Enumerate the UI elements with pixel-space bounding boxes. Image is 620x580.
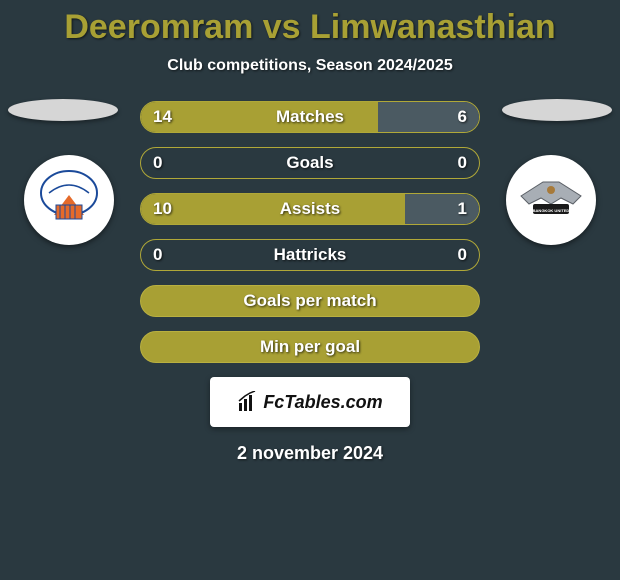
stat-row-assists: 101Assists [140, 193, 480, 225]
main-area: BANGKOK UNITED 146Matches 00Goals 101Assis… [0, 99, 620, 464]
stat-label: Hattricks [141, 240, 479, 270]
comparison-title: Deeromram vs Limwanasthian [0, 0, 620, 47]
stat-label: Matches [141, 102, 479, 132]
stat-row-hattricks: 00Hattricks [140, 239, 480, 271]
snapshot-date: 2 november 2024 [0, 443, 620, 464]
player-shadow-right [502, 99, 612, 121]
stats-container: 146Matches 00Goals 101Assists 00Hattricks Go… [140, 99, 480, 363]
brand-label: FcTables.com [263, 392, 382, 413]
brand-chart-icon [237, 391, 259, 413]
club-badge-left [24, 155, 114, 245]
stat-label: Assists [141, 194, 479, 224]
comparison-subtitle: Club competitions, Season 2024/2025 [0, 57, 620, 75]
bangkok-united-logo-icon: BANGKOK UNITED [513, 174, 589, 226]
full-row-goals-per-match: Goals per match [140, 285, 480, 317]
stat-row-goals: 00Goals [140, 147, 480, 179]
svg-text:BANGKOK UNITED: BANGKOK UNITED [533, 208, 570, 213]
brand-text: FcTables.com [237, 391, 382, 413]
port-fc-logo-icon [34, 165, 104, 235]
player-shadow-left [8, 99, 118, 121]
club-badge-right: BANGKOK UNITED [506, 155, 596, 245]
stat-row-matches: 146Matches [140, 101, 480, 133]
stat-label: Goals [141, 148, 479, 178]
brand-box[interactable]: FcTables.com [210, 377, 410, 427]
full-row-min-per-goal: Min per goal [140, 331, 480, 363]
